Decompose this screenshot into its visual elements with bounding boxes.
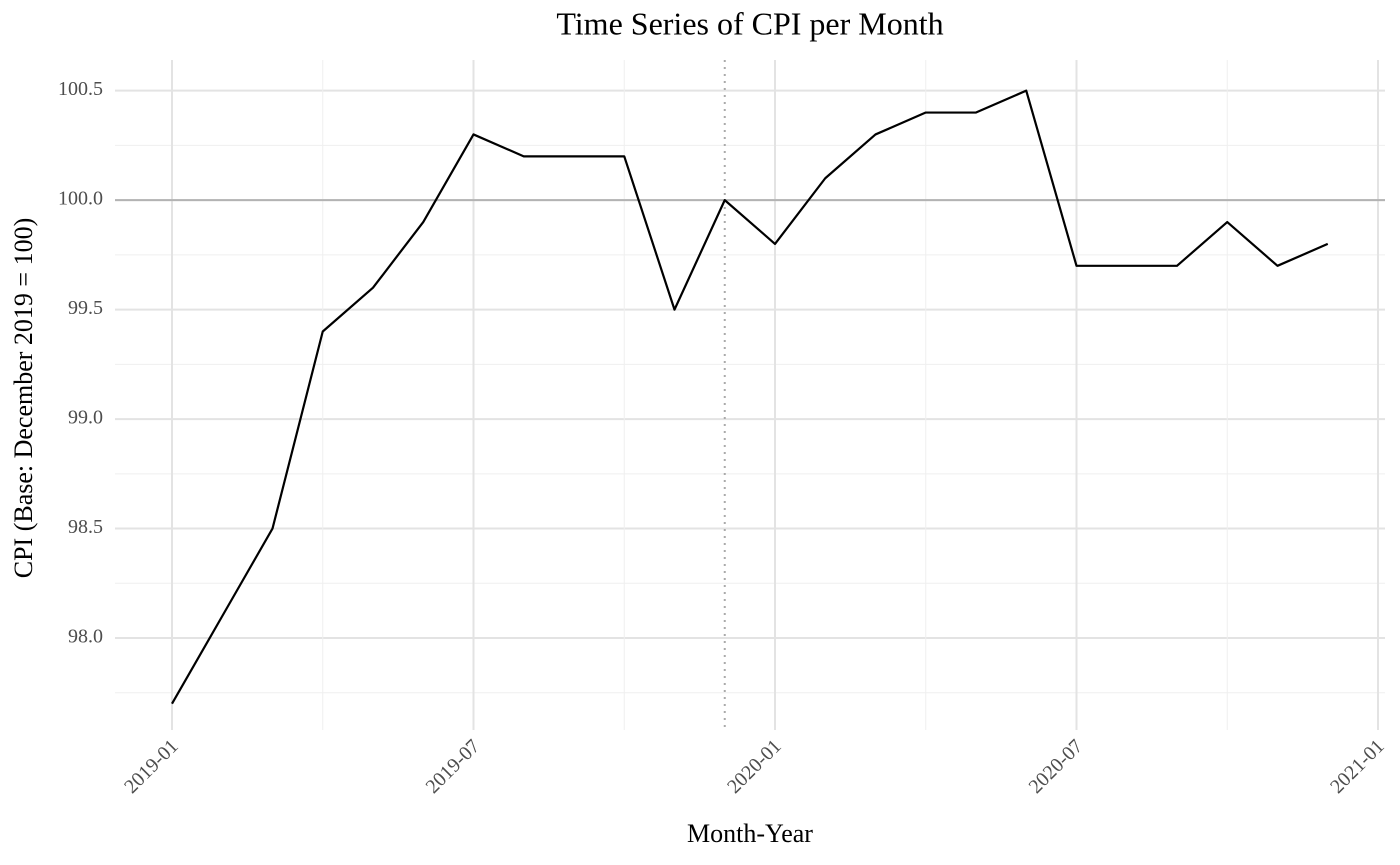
- chart-title: Time Series of CPI per Month: [556, 5, 943, 41]
- y-tick-label: 99.5: [68, 297, 103, 319]
- x-tick-label: 2019-07: [422, 735, 485, 798]
- x-tick-label: 2021-01: [1326, 735, 1389, 798]
- x-tick-label: 2020-07: [1025, 735, 1088, 798]
- y-tick-label: 100.5: [58, 78, 103, 100]
- x-axis-label: Month-Year: [687, 819, 813, 848]
- y-axis-label: CPI (Base: December 2019 = 100): [9, 218, 38, 579]
- y-tick-label: 99.0: [68, 407, 103, 429]
- x-tick-label: 2020-01: [723, 735, 786, 798]
- x-tick-label: 2019-01: [120, 735, 183, 798]
- y-tick-label: 98.5: [68, 516, 103, 538]
- y-tick-label: 98.0: [68, 626, 103, 648]
- y-tick-label: 100.0: [58, 188, 103, 210]
- data-line: [171, 89, 1329, 705]
